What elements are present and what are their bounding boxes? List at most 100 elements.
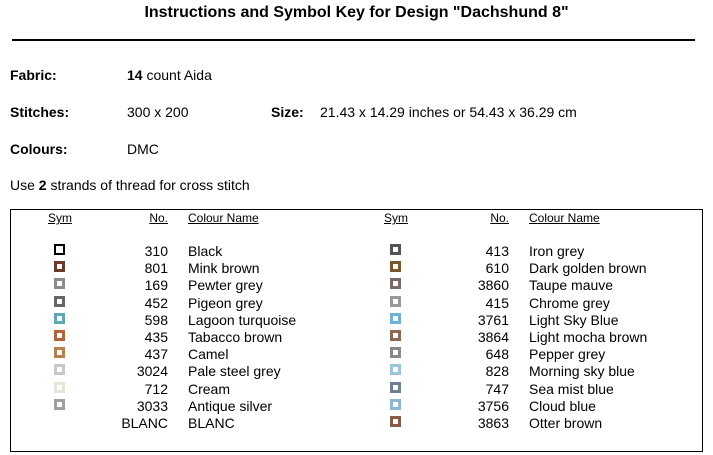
colour-name: Sea mist blue — [529, 380, 614, 397]
symbol-glyph — [393, 247, 398, 252]
symbol-glyph — [57, 384, 62, 390]
colour-number: 310 — [144, 243, 168, 259]
colour-name: Otter brown — [529, 415, 603, 431]
value: 21.43 x 14.29 inches or 54.43 x 36.29 cm — [320, 104, 577, 120]
colour-name: Pepper grey — [529, 346, 606, 363]
column-header: Colour Name — [188, 211, 259, 225]
colour-name: Antique silver — [188, 397, 273, 414]
symbol-glyph — [57, 281, 62, 287]
colour-name: Mink brown — [188, 260, 260, 277]
colour-number: 828 — [485, 363, 509, 380]
column-header: No. — [490, 211, 509, 225]
symbol-icon — [390, 261, 401, 273]
colour-name: Pigeon grey — [188, 294, 263, 311]
colour-number: 610 — [485, 260, 509, 277]
colour-number: 3860 — [477, 277, 509, 294]
label: Colours: — [10, 141, 68, 157]
value: DMC — [127, 141, 159, 157]
colour-name: Tabacco brown — [188, 329, 283, 345]
text: count Aida — [146, 67, 212, 83]
symbol-icon — [54, 347, 65, 359]
symbol-icon — [54, 364, 65, 376]
column-header: Colour Name — [529, 211, 600, 225]
column-header: Sym — [48, 211, 72, 225]
colour-name: Cloud blue — [529, 397, 596, 414]
symbol-icon — [54, 278, 65, 290]
colour-name: Pale steel grey — [188, 363, 281, 380]
colour-name: Pewter grey — [188, 277, 263, 294]
colour-number: 169 — [144, 277, 168, 294]
symbol-table — [10, 209, 703, 452]
colour-number: 747 — [485, 380, 509, 397]
rule — [12, 39, 695, 41]
label: Fabric: — [10, 67, 57, 83]
count: 14 — [127, 67, 143, 83]
text: Use — [10, 177, 35, 193]
symbol-glyph — [393, 315, 398, 321]
symbol-icon — [54, 244, 65, 255]
symbol-icon — [54, 261, 65, 273]
column-header: Sym — [384, 211, 408, 225]
symbol-icon — [390, 364, 401, 376]
symbol-icon — [390, 347, 401, 359]
colour-name: Cream — [188, 380, 231, 397]
colour-number: 3033 — [136, 397, 168, 414]
colour-name: BLANC — [188, 415, 235, 431]
text: strands of thread for cross stitch — [50, 177, 250, 193]
colour-number: 3761 — [477, 311, 509, 328]
symbol-icon — [390, 244, 401, 255]
colour-name: Chrome grey — [529, 294, 610, 311]
symbol-glyph — [393, 298, 398, 304]
colour-name: Black — [188, 243, 223, 259]
symbol-icon — [54, 295, 65, 307]
symbol-glyph — [393, 367, 398, 373]
symbol-icon — [54, 330, 65, 341]
symbol-glyph — [393, 333, 398, 338]
symbol-icon — [54, 398, 65, 410]
symbol-glyph — [57, 298, 62, 304]
colour-number: 648 — [485, 346, 509, 363]
symbol-glyph — [57, 264, 62, 270]
symbol-glyph — [393, 419, 398, 424]
value: 300 x 200 — [127, 104, 189, 120]
colour-name: Iron grey — [529, 243, 585, 259]
colour-number: 413 — [485, 243, 509, 259]
colour-number: 3863 — [477, 415, 509, 431]
colour-number: 3024 — [136, 363, 168, 380]
symbol-glyph — [57, 350, 62, 356]
symbol-glyph — [393, 350, 398, 356]
symbol-glyph — [57, 367, 62, 373]
symbol-icon — [390, 312, 401, 324]
symbol-glyph — [57, 401, 62, 407]
colour-name: Dark golden brown — [529, 260, 647, 277]
label: Stitches: — [10, 104, 70, 120]
symbol-icon — [390, 398, 401, 410]
colour-number: BLANC — [121, 415, 168, 431]
symbol-glyph — [393, 384, 398, 390]
colour-number: 3864 — [477, 329, 509, 345]
symbol-icon — [390, 330, 401, 341]
count: 2 — [38, 177, 47, 193]
colour-name: Light Sky Blue — [529, 311, 619, 328]
symbol-icon — [390, 295, 401, 307]
symbol-glyph — [393, 264, 398, 270]
symbol-icon — [390, 278, 401, 290]
symbol-icon — [54, 381, 65, 393]
symbol-glyph — [57, 315, 62, 321]
symbol-glyph — [57, 333, 62, 338]
colour-number: 712 — [144, 380, 168, 397]
colour-number: 3756 — [477, 397, 509, 414]
symbol-glyph — [393, 401, 398, 407]
colour-number: 415 — [485, 294, 509, 311]
colour-number: 452 — [144, 294, 168, 311]
colour-number: 598 — [144, 311, 168, 328]
colour-number: 437 — [144, 346, 168, 363]
column-header: No. — [149, 211, 168, 225]
colour-number: 435 — [144, 329, 168, 345]
symbol-glyph — [393, 281, 398, 287]
instruction: Use 2 strands of thread for cross stitch — [10, 177, 250, 193]
colour-name: Light mocha brown — [529, 329, 648, 345]
colour-number: 801 — [144, 260, 168, 277]
colour-name: Camel — [188, 346, 229, 363]
